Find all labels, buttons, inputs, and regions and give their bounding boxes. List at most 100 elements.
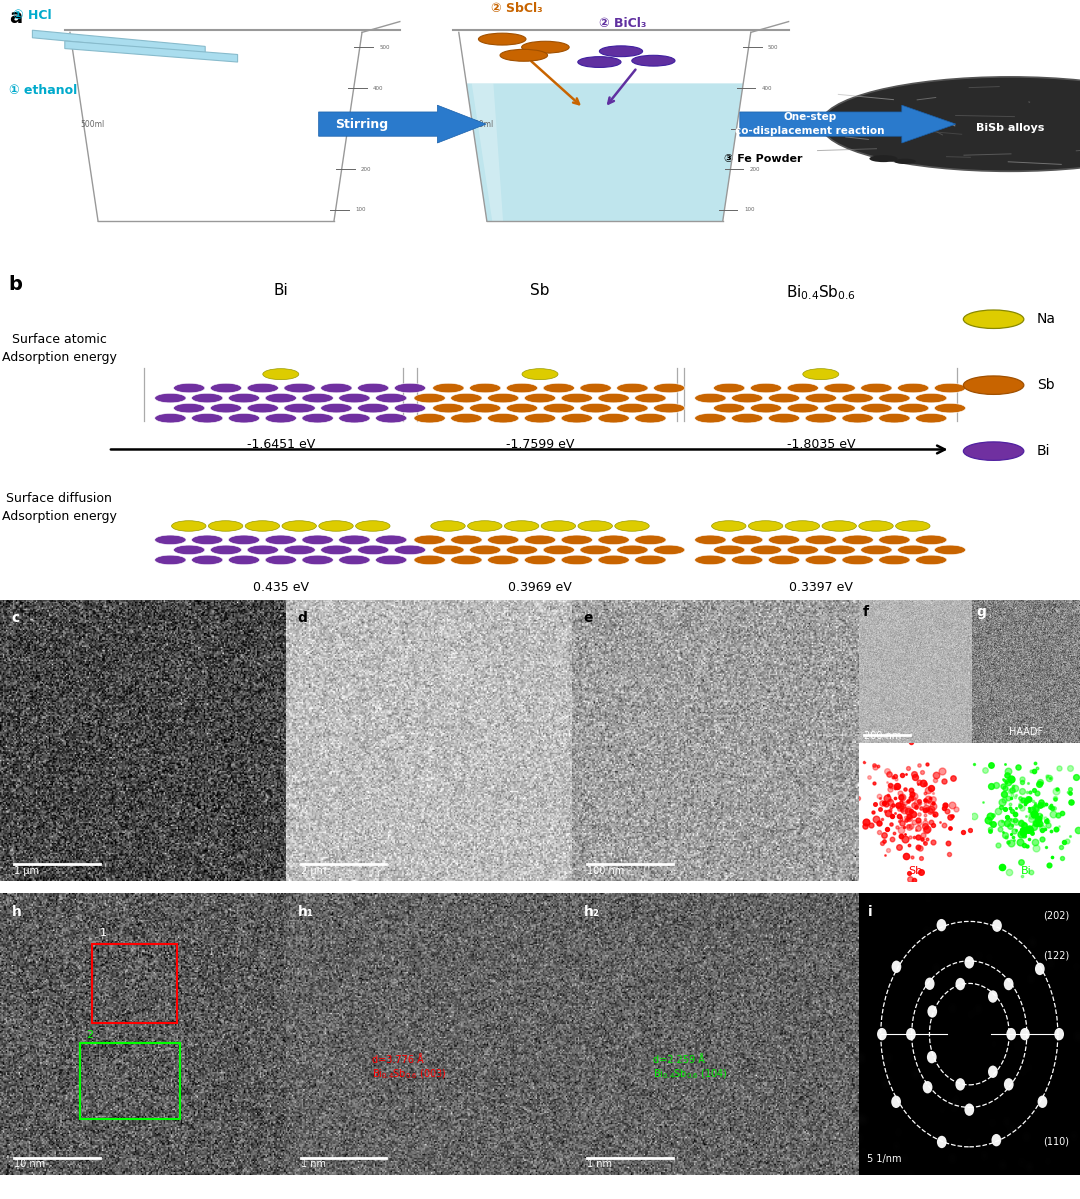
Circle shape bbox=[266, 393, 296, 403]
Circle shape bbox=[963, 311, 1024, 329]
Circle shape bbox=[768, 393, 799, 403]
Circle shape bbox=[787, 546, 819, 555]
Circle shape bbox=[916, 393, 947, 403]
Circle shape bbox=[321, 384, 352, 393]
Circle shape bbox=[653, 384, 685, 393]
Circle shape bbox=[731, 555, 762, 565]
Circle shape bbox=[988, 1066, 998, 1078]
Circle shape bbox=[1035, 963, 1044, 975]
Circle shape bbox=[842, 393, 874, 403]
Text: 1: 1 bbox=[100, 928, 107, 939]
Text: 400: 400 bbox=[374, 85, 383, 91]
Text: ② BiCl₃: ② BiCl₃ bbox=[599, 17, 647, 30]
Circle shape bbox=[635, 535, 666, 544]
Circle shape bbox=[751, 546, 782, 555]
Circle shape bbox=[635, 414, 666, 423]
Text: i: i bbox=[867, 904, 872, 918]
Text: 100: 100 bbox=[355, 207, 365, 212]
Text: Surface diffusion
Adsorption energy: Surface diffusion Adsorption energy bbox=[2, 492, 117, 523]
Circle shape bbox=[964, 1103, 974, 1116]
Text: -1.8035 eV: -1.8035 eV bbox=[786, 438, 855, 451]
Circle shape bbox=[861, 546, 892, 555]
Text: Bi: Bi bbox=[1037, 444, 1050, 458]
Circle shape bbox=[964, 956, 974, 969]
Circle shape bbox=[993, 920, 1002, 932]
Text: 1 nm: 1 nm bbox=[300, 1159, 325, 1169]
Circle shape bbox=[879, 393, 910, 403]
Circle shape bbox=[522, 41, 569, 53]
Circle shape bbox=[1007, 1028, 1016, 1041]
Text: (122): (122) bbox=[1042, 951, 1069, 960]
Circle shape bbox=[172, 520, 206, 531]
Circle shape bbox=[302, 393, 334, 403]
Text: c: c bbox=[12, 610, 19, 625]
Circle shape bbox=[956, 978, 966, 990]
Circle shape bbox=[302, 535, 334, 544]
Circle shape bbox=[1038, 1096, 1048, 1108]
Circle shape bbox=[991, 1134, 1001, 1146]
Circle shape bbox=[895, 520, 930, 531]
Circle shape bbox=[433, 384, 464, 393]
Text: ② SbCl₃: ② SbCl₃ bbox=[491, 2, 543, 16]
Text: d=3.776 Å
Bi$_{0.4}$Sb$_{0.6}$ (003): d=3.776 Å Bi$_{0.4}$Sb$_{0.6}$ (003) bbox=[372, 1055, 447, 1080]
Circle shape bbox=[339, 393, 370, 403]
Circle shape bbox=[525, 555, 555, 565]
Text: 2: 2 bbox=[86, 1030, 93, 1040]
Circle shape bbox=[936, 918, 946, 932]
Circle shape bbox=[191, 393, 222, 403]
Text: g₁: g₁ bbox=[863, 749, 878, 761]
Circle shape bbox=[653, 546, 685, 555]
Text: f: f bbox=[863, 605, 869, 619]
Circle shape bbox=[787, 384, 819, 393]
Circle shape bbox=[879, 555, 910, 565]
Circle shape bbox=[450, 535, 482, 544]
Bar bbox=[80, 1043, 180, 1119]
Circle shape bbox=[906, 1028, 916, 1041]
Text: ① ethanol: ① ethanol bbox=[9, 84, 77, 97]
Circle shape bbox=[768, 535, 799, 544]
Circle shape bbox=[504, 520, 539, 531]
Text: 1 nm: 1 nm bbox=[586, 1159, 611, 1169]
Circle shape bbox=[357, 384, 389, 393]
Circle shape bbox=[824, 384, 855, 393]
Polygon shape bbox=[467, 84, 743, 221]
Circle shape bbox=[339, 414, 370, 423]
Circle shape bbox=[284, 546, 315, 555]
Circle shape bbox=[617, 403, 648, 412]
Circle shape bbox=[302, 555, 334, 565]
Text: a: a bbox=[9, 8, 22, 28]
Circle shape bbox=[487, 393, 518, 403]
Circle shape bbox=[598, 555, 630, 565]
Polygon shape bbox=[472, 84, 503, 221]
Circle shape bbox=[522, 368, 558, 380]
Circle shape bbox=[617, 384, 648, 393]
Circle shape bbox=[154, 393, 186, 403]
Circle shape bbox=[247, 384, 279, 393]
Circle shape bbox=[562, 555, 593, 565]
Text: ③ Fe Powder: ③ Fe Powder bbox=[724, 153, 802, 164]
Circle shape bbox=[562, 414, 593, 423]
Circle shape bbox=[956, 1078, 966, 1091]
Text: d=2.259 Å
Bi$_{0.4}$Sb$_{0.6}$ (104): d=2.259 Å Bi$_{0.4}$Sb$_{0.6}$ (104) bbox=[652, 1055, 727, 1080]
Circle shape bbox=[580, 546, 611, 555]
Circle shape bbox=[208, 520, 243, 531]
Circle shape bbox=[598, 414, 630, 423]
Circle shape bbox=[806, 535, 837, 544]
Circle shape bbox=[321, 403, 352, 412]
Circle shape bbox=[414, 414, 445, 423]
FancyArrow shape bbox=[319, 106, 486, 143]
Circle shape bbox=[937, 1135, 947, 1149]
Circle shape bbox=[824, 546, 855, 555]
Circle shape bbox=[355, 520, 390, 531]
Circle shape bbox=[599, 46, 643, 56]
Circle shape bbox=[842, 535, 874, 544]
Circle shape bbox=[806, 414, 837, 423]
Circle shape bbox=[228, 393, 259, 403]
Circle shape bbox=[266, 555, 296, 565]
Text: Sb: Sb bbox=[1037, 378, 1054, 392]
Text: (110): (110) bbox=[1043, 1137, 1069, 1146]
Text: -1.7599 eV: -1.7599 eV bbox=[505, 438, 575, 451]
Circle shape bbox=[431, 520, 465, 531]
Circle shape bbox=[934, 403, 966, 412]
Circle shape bbox=[211, 403, 242, 412]
